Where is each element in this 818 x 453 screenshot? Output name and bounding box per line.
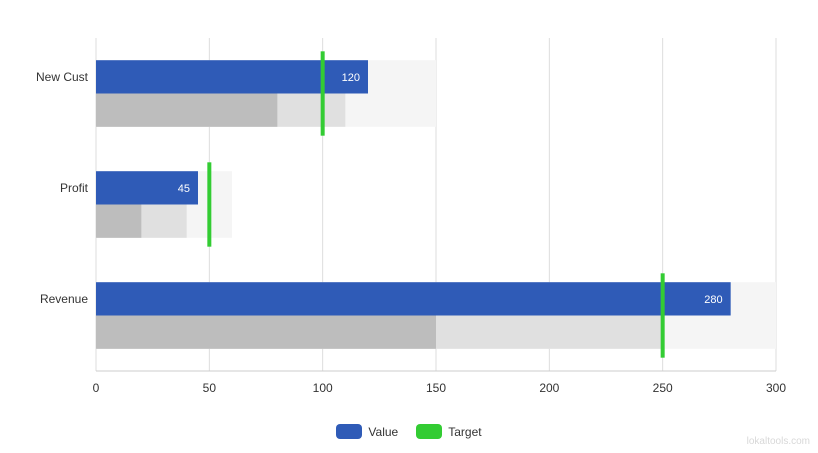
legend-swatch-value	[336, 424, 363, 439]
target-marker[interactable]	[207, 162, 212, 247]
x-tick-label: 150	[426, 381, 446, 395]
value-bar[interactable]	[96, 171, 198, 205]
x-tick-label: 50	[203, 381, 217, 395]
axis-labels: 0 50 100 150 200 250 300 New Cust Profit Revenue	[36, 70, 786, 395]
x-tick-label: 100	[313, 381, 333, 395]
legend-item-value[interactable]: Value	[336, 424, 398, 439]
range-band-1	[96, 315, 436, 349]
range-band-1	[96, 204, 142, 238]
category-label: New Cust	[36, 70, 89, 84]
legend-label-value: Value	[368, 424, 399, 439]
x-tick-label: 250	[653, 381, 673, 395]
range-band-1	[96, 93, 278, 127]
value-bar[interactable]	[96, 60, 368, 94]
value-data-label: 120	[342, 72, 360, 84]
legend-item-target[interactable]: Target	[416, 424, 482, 439]
category-label: Profit	[60, 181, 89, 195]
x-tick-label: 200	[539, 381, 559, 395]
target-marker[interactable]	[660, 273, 665, 358]
target-marker[interactable]	[320, 51, 325, 136]
x-tick-label: 0	[93, 381, 100, 395]
value-data-label: 45	[178, 183, 190, 195]
legend: Value Target	[0, 424, 818, 439]
legend-label-target: Target	[448, 424, 482, 439]
legend-swatch-target	[416, 424, 443, 439]
target-markers	[207, 51, 665, 358]
value-data-label: 280	[704, 294, 722, 306]
value-bar[interactable]	[96, 282, 731, 316]
watermark: lokaltools.com	[746, 436, 810, 447]
category-label: Revenue	[40, 292, 88, 306]
x-tick-label: 300	[766, 381, 786, 395]
